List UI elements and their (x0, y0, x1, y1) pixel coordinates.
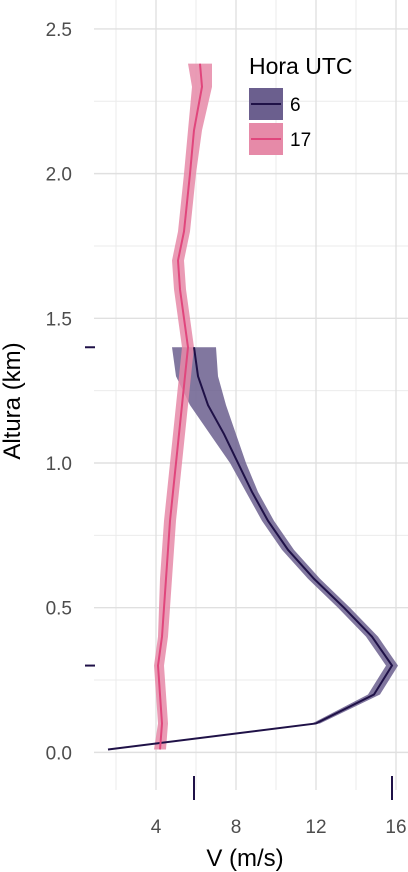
x-tick-labels: 4 8 12 16 (151, 817, 407, 838)
legend: Hora UTC 6 17 (249, 53, 353, 155)
rug-marks (85, 346, 393, 800)
line-series-17 (156, 63, 204, 750)
y-axis-title: Altura (km) (0, 342, 26, 459)
y-tick-label: 0.5 (46, 599, 72, 620)
legend-label-6: 6 (290, 95, 301, 116)
y-tick-label: 0.0 (46, 743, 72, 764)
legend-label-17: 17 (290, 130, 311, 151)
y-tick-label: 1.5 (46, 309, 72, 330)
y-tick-label: 2.5 (46, 20, 72, 41)
band-series-6 (108, 347, 398, 750)
legend-key-6 (249, 88, 283, 120)
legend-key-17 (249, 123, 283, 155)
series-lines (107, 63, 394, 751)
x-tick-label: 8 (231, 817, 242, 838)
x-tick-label: 16 (385, 817, 406, 838)
x-axis-title: V (m/s) (206, 845, 283, 872)
legend-title: Hora UTC (249, 53, 353, 79)
line-series-6 (107, 347, 394, 751)
band-series-17 (154, 63, 212, 750)
x-tick-label: 4 (151, 817, 162, 838)
y-tick-labels: 0.0 0.5 1.0 1.5 2.0 2.5 (46, 20, 72, 764)
x-tick-label: 12 (305, 817, 326, 838)
y-tick-label: 2.0 (46, 165, 72, 186)
y-tick-label: 1.0 (46, 454, 72, 475)
confidence-bands (108, 63, 398, 750)
